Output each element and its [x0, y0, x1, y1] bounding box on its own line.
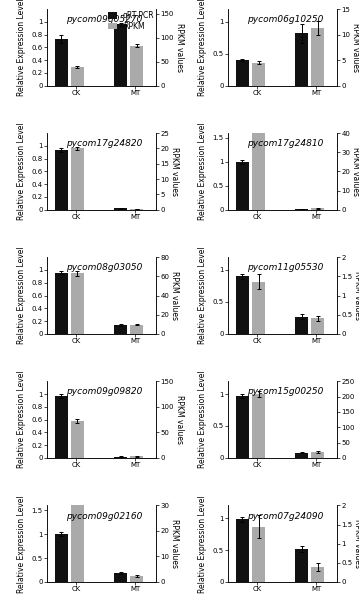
Bar	[114, 457, 127, 458]
Y-axis label: RPKM values: RPKM values	[175, 395, 184, 444]
Legend: qRT-PCR, RPKM: qRT-PCR, RPKM	[108, 11, 154, 31]
Y-axis label: Relative Expression Level: Relative Expression Level	[198, 0, 207, 96]
Bar	[311, 319, 325, 334]
Bar	[295, 549, 308, 582]
Y-axis label: RPKM values: RPKM values	[354, 271, 359, 320]
Bar	[236, 277, 249, 334]
Bar	[130, 209, 143, 210]
Text: pycom08g03050: pycom08g03050	[66, 263, 143, 272]
Bar	[71, 148, 84, 210]
Bar	[71, 484, 84, 582]
Bar	[252, 122, 265, 210]
Y-axis label: Relative Expression Level: Relative Expression Level	[198, 495, 207, 593]
Bar	[71, 421, 84, 458]
Bar	[236, 60, 249, 86]
Y-axis label: RPKM values: RPKM values	[175, 23, 184, 72]
Bar	[295, 317, 308, 334]
Text: pycom07g24090: pycom07g24090	[247, 512, 324, 521]
Text: pycom17g24810: pycom17g24810	[247, 139, 324, 148]
Bar	[114, 325, 127, 334]
Bar	[55, 151, 68, 210]
Bar	[71, 67, 84, 86]
Text: pycom09g05270: pycom09g05270	[66, 15, 143, 24]
Bar	[236, 520, 249, 582]
Y-axis label: Relative Expression Level: Relative Expression Level	[17, 0, 26, 96]
Bar	[311, 566, 325, 582]
Bar	[236, 396, 249, 458]
Y-axis label: Relative Expression Level: Relative Expression Level	[17, 371, 26, 469]
Y-axis label: RPKM values: RPKM values	[351, 147, 359, 196]
Bar	[252, 62, 265, 86]
Y-axis label: RPKM values: RPKM values	[356, 395, 359, 444]
Y-axis label: RPKM values: RPKM values	[170, 271, 179, 320]
Bar	[236, 162, 249, 210]
Y-axis label: RPKM values: RPKM values	[354, 519, 359, 568]
Bar	[55, 39, 68, 86]
Bar	[295, 33, 308, 86]
Y-axis label: RPKM values: RPKM values	[351, 23, 359, 72]
Bar	[311, 208, 325, 210]
Bar	[130, 325, 143, 334]
Y-axis label: Relative Expression Level: Relative Expression Level	[198, 371, 207, 469]
Y-axis label: Relative Expression Level: Relative Expression Level	[198, 122, 207, 220]
Bar	[55, 396, 68, 458]
Bar	[252, 282, 265, 334]
Bar	[295, 209, 308, 210]
Bar	[114, 25, 127, 86]
Y-axis label: RPKM values: RPKM values	[170, 147, 179, 196]
Bar	[252, 527, 265, 582]
Bar	[55, 272, 68, 334]
Y-axis label: Relative Expression Level: Relative Expression Level	[198, 247, 207, 344]
Bar	[311, 28, 325, 86]
Text: pycom15g00250: pycom15g00250	[247, 388, 324, 397]
Y-axis label: RPKM values: RPKM values	[170, 519, 179, 568]
Text: pycom06g10250: pycom06g10250	[247, 15, 324, 24]
Text: pycom09g09820: pycom09g09820	[66, 388, 143, 397]
Bar	[252, 394, 265, 458]
Text: pycom11g05530: pycom11g05530	[247, 263, 324, 272]
Bar	[114, 208, 127, 210]
Bar	[114, 574, 127, 582]
Text: pycom09g02160: pycom09g02160	[66, 512, 143, 521]
Bar	[311, 452, 325, 458]
Bar	[295, 453, 308, 458]
Bar	[130, 46, 143, 86]
Bar	[71, 273, 84, 334]
Y-axis label: Relative Expression Level: Relative Expression Level	[17, 122, 26, 220]
Bar	[130, 457, 143, 458]
Text: pycom17g24820: pycom17g24820	[66, 139, 143, 148]
Y-axis label: Relative Expression Level: Relative Expression Level	[17, 495, 26, 593]
Y-axis label: Relative Expression Level: Relative Expression Level	[17, 247, 26, 344]
Bar	[55, 534, 68, 582]
Bar	[130, 576, 143, 582]
